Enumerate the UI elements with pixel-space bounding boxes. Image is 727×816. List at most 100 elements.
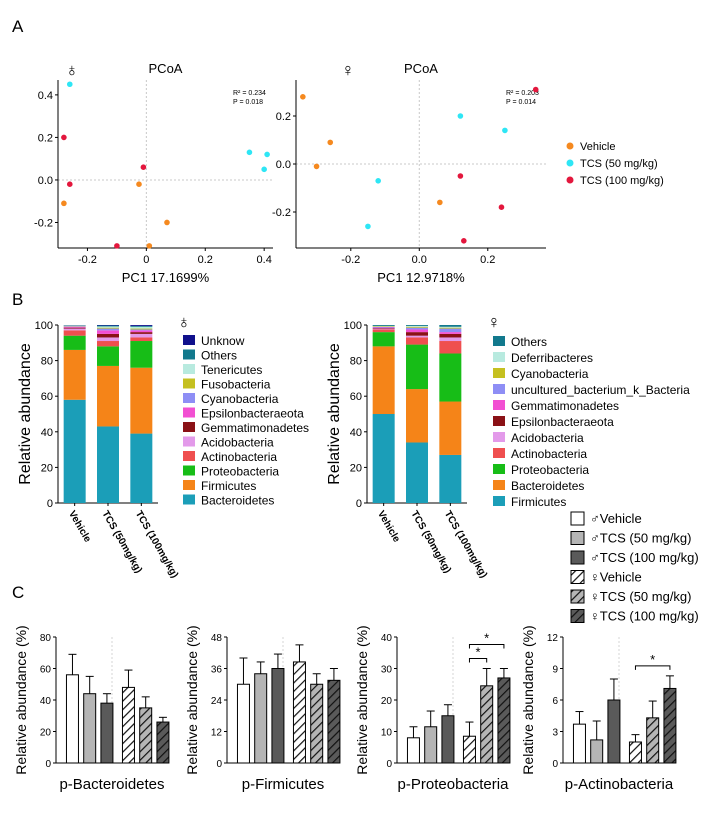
stack-segment-proteobacteria xyxy=(406,344,428,390)
legend-swatch xyxy=(183,465,195,476)
legend-swatch xyxy=(493,416,505,426)
c_proteobacteria-plot: 0 10 20 30 40 Relative abundance (%) ** p-Prote… xyxy=(354,625,511,793)
bar xyxy=(663,687,677,764)
stack-segment-bacteroidetes xyxy=(130,433,153,503)
c-legend-swatch xyxy=(570,531,585,545)
legend-label: Cyanobacteria xyxy=(201,392,279,406)
y-tick-label: 0.4 xyxy=(38,90,53,102)
y-tick-label: 40 xyxy=(41,427,53,439)
bar xyxy=(628,741,642,764)
c-legend-swatch xyxy=(570,511,585,526)
legend-swatch xyxy=(183,451,195,461)
point-vehicle xyxy=(61,200,67,207)
y-tick-label: 9 xyxy=(552,665,558,676)
c_firmicutes-plot: 0 12 24 36 48 Relative abundance (%) p-Firmicu… xyxy=(184,625,341,793)
point-vehicle xyxy=(327,139,334,146)
legend-label: Gemmatimonadetes xyxy=(201,421,309,435)
stack-segment-acidobacteria xyxy=(97,337,119,342)
bar xyxy=(121,686,135,764)
stack-segment-firmicutes xyxy=(97,365,119,427)
y-tick-label: 0 xyxy=(386,759,392,770)
y-tick-label: 24 xyxy=(211,696,223,707)
legend-label: Deferribacteres xyxy=(511,351,593,365)
stack-segment-actinobacteria xyxy=(372,329,395,333)
x-axis-title: p-Proteobacteria xyxy=(398,776,510,793)
stack-segment-gemmatimonadetes xyxy=(406,329,428,333)
pcoa_male-plot: -0.2 0.0 0.2 0.4 -0.2 0 0.2 0.4 PC1 17.1699% PCoA… xyxy=(34,60,273,285)
stack-segment-firmicutes xyxy=(406,442,428,503)
legend-label: Cyanobacteria xyxy=(511,367,589,381)
legend-swatch xyxy=(183,494,195,505)
point-tcs-50-mg-kg- xyxy=(246,149,253,156)
bar xyxy=(236,683,250,764)
legend-swatch xyxy=(183,436,195,447)
legend-swatch xyxy=(493,448,505,458)
point-tcs-50-mg-kg- xyxy=(261,166,267,173)
c_actinobacteria-plot: 0 3 6 9 12 Relative abundance (%) * p-Actinobac… xyxy=(520,625,677,793)
point-vehicle xyxy=(136,181,142,188)
x-tick-label: 0.0 xyxy=(412,254,427,266)
stack-segment-cyanobacteria xyxy=(63,326,86,327)
legend-label: Actinobacteria xyxy=(511,447,587,461)
stack-segment-epsilonbacteraeota xyxy=(63,326,86,328)
stack-segment-fusobacteria xyxy=(130,328,153,330)
legend-swatch xyxy=(183,364,195,374)
point-tcs-100-mg-kg- xyxy=(140,164,147,170)
sex-symbol-male: ♁ xyxy=(177,312,191,332)
significance-star: * xyxy=(484,631,489,646)
legend-label: Tenericutes xyxy=(201,363,262,377)
x-axis-title: p-Firmicutes xyxy=(242,776,325,793)
c-legend-swatch xyxy=(570,589,585,604)
stack-segment-bacteroidetes xyxy=(372,346,395,414)
stack-segment-deferribacteres xyxy=(406,325,428,327)
significance-bracket xyxy=(468,658,488,663)
point-vehicle xyxy=(300,94,306,100)
legend-swatch xyxy=(183,480,195,490)
panel-label-c: C xyxy=(12,583,24,602)
stat-label: R² = 0.203 xyxy=(506,90,539,97)
pcoa_female-plot: -0.2 0.0 0.2 -0.2 0.0 0.2 PC1 12.9718% PCoA ♀ R² … xyxy=(272,60,546,285)
stack-segment-actinobacteria xyxy=(97,341,119,347)
stack-segment-cyanobacteria xyxy=(97,328,119,331)
legend-label: Gemmatimonadetes xyxy=(511,399,619,413)
category-label: Vehicle xyxy=(375,509,402,545)
y-tick-label: 48 xyxy=(211,633,223,644)
stack-segment-actinobacteria xyxy=(406,337,428,345)
stack-segment-acidobacteria xyxy=(63,328,86,331)
bar xyxy=(497,677,511,764)
y-tick-label: -0.2 xyxy=(34,217,53,229)
stack-segment-acidobacteria xyxy=(439,337,462,342)
pcoa-legend-label: TCS (50 mg/kg) xyxy=(580,158,658,170)
y-tick-label: 60 xyxy=(40,665,52,676)
stack-segment-epsilonbacteraeota xyxy=(439,333,462,338)
stack-segment-proteobacteria xyxy=(130,341,153,368)
legend-swatch xyxy=(493,432,505,442)
legend-swatch xyxy=(493,384,505,394)
y-tick-label: 20 xyxy=(381,696,393,707)
x-tick-label: 0 xyxy=(143,254,149,266)
legend-label: Others xyxy=(511,335,547,349)
stack-segment-firmicutes xyxy=(439,454,462,503)
stack-segment-actinobacteria xyxy=(130,337,153,342)
point-tcs-50-mg-kg- xyxy=(375,178,381,184)
stack-segment-others xyxy=(372,325,395,326)
y-axis-title: Relative abundance (%) xyxy=(354,625,370,774)
bar xyxy=(254,673,268,764)
stack-segment-others xyxy=(439,325,462,327)
sex-symbol-female: ♀ xyxy=(341,60,355,80)
bar xyxy=(292,661,306,764)
y-tick-label: 0 xyxy=(45,759,51,770)
sex-symbol-male: ♁ xyxy=(65,60,79,80)
legend-swatch xyxy=(493,336,505,346)
bar xyxy=(156,721,170,764)
y-tick-label: 10 xyxy=(381,728,393,739)
stack-segment-bacteroidetes xyxy=(406,389,428,443)
c-legend-swatch xyxy=(570,550,585,565)
panel-label-b: B xyxy=(12,290,23,309)
c-legend-label: ♀TCS (50 mg/kg) xyxy=(590,589,692,604)
y-tick-label: 100 xyxy=(344,320,362,332)
legend-label: Acidobacteria xyxy=(511,431,584,445)
y-tick-label: 30 xyxy=(381,665,393,676)
x-tick-label: 0.2 xyxy=(198,254,213,266)
